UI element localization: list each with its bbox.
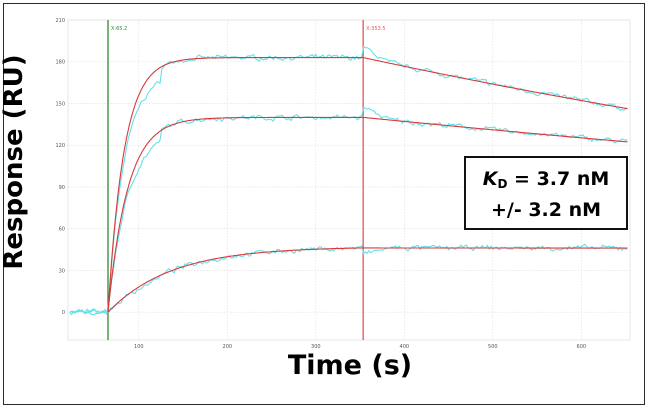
kd-subscript: D (497, 177, 508, 191)
tick-labels: 0 30 60 90 120 150 180 210 100 200 300 400 500 600 (55, 18, 586, 350)
y-tick-label: 60 (59, 227, 65, 233)
y-tick-label: 180 (55, 60, 65, 66)
y-tick-label: 210 (55, 18, 65, 24)
x-tick-label: 100 (134, 344, 144, 350)
sensorgram-data-line (69, 243, 628, 316)
x-tick-label: 300 (311, 344, 321, 350)
kd-symbol: K (482, 168, 498, 190)
y-tick-label: 120 (55, 143, 65, 149)
kd-value-line: KD = 3.7 nM (466, 166, 626, 197)
time-marker-label: X:353.5 (366, 26, 385, 32)
x-tick-label: 200 (223, 344, 233, 350)
y-tick-label: 150 (55, 101, 65, 107)
series-group (69, 45, 628, 316)
y-tick-label: 30 (59, 268, 65, 274)
x-tick-label: 500 (488, 344, 498, 350)
kd-error: +/- 3.2 nM (490, 199, 602, 221)
time-markers: X:65.2 X:353.5 (107, 20, 386, 340)
kd-annotation-box: KD = 3.7 nM +/- 3.2 nM (464, 156, 628, 230)
fit-curve-line (107, 57, 628, 313)
x-tick-label: 400 (400, 344, 410, 350)
fit-curve-line (107, 116, 628, 313)
time-marker-label: X:65.2 (111, 26, 127, 32)
y-tick-label: 0 (62, 310, 65, 316)
x-tick-label: 600 (577, 344, 587, 350)
y-axis-label: Response (RU) (0, 54, 29, 270)
x-axis-label: Time (s) (287, 350, 413, 381)
plot-area (67, 19, 631, 341)
y-axis-label-wrapper: Response (RU) (0, 52, 32, 272)
y-tick-label: 90 (59, 185, 65, 191)
fit-curve-line (107, 247, 628, 313)
kd-value: = 3.7 nM (507, 168, 610, 190)
